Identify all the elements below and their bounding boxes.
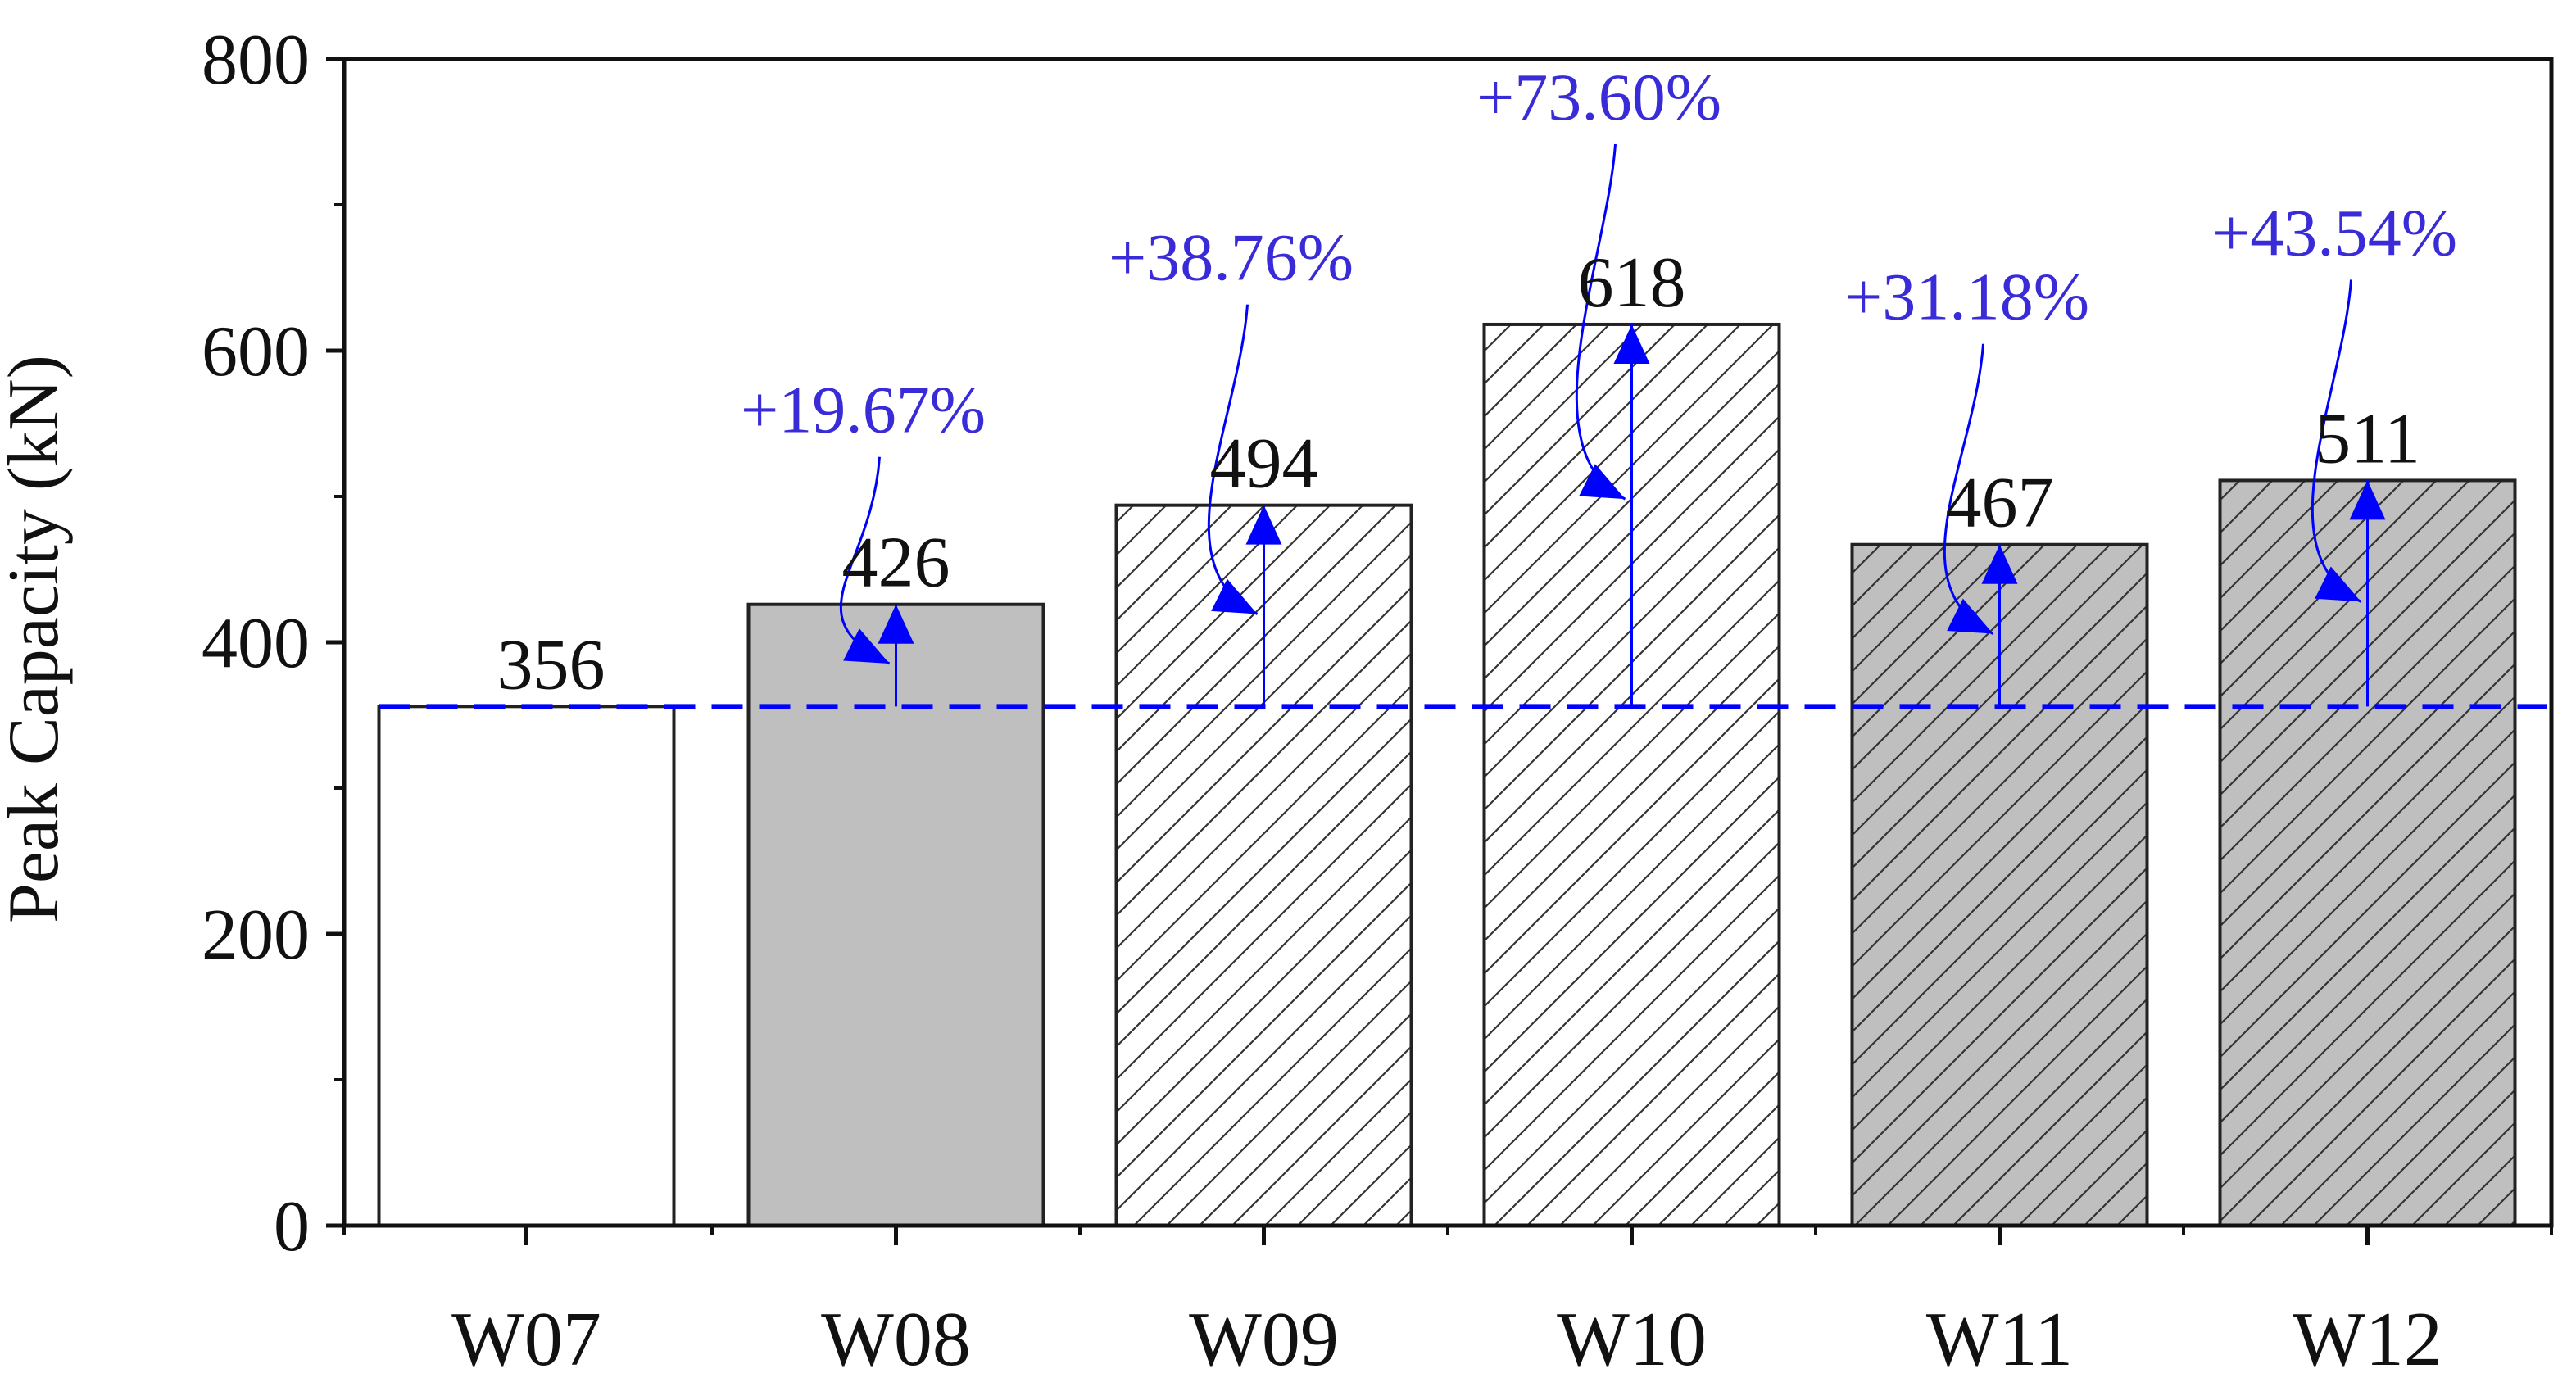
increase-label-w08: +19.67% — [741, 373, 986, 447]
increase-label-w09: +38.76% — [1109, 220, 1354, 295]
increase-arrows — [839, 143, 2386, 707]
bar-w08 — [748, 604, 1044, 1226]
y-tick-label: 600 — [202, 312, 310, 392]
x-tick-label-w10: W10 — [1557, 1297, 1707, 1382]
increase-pointer-head-w09 — [1211, 578, 1258, 614]
value-label-w12: 511 — [2315, 399, 2420, 478]
y-tick-label: 0 — [274, 1187, 310, 1267]
increase-label-w10: +73.60% — [1476, 60, 1721, 134]
y-axis-label: Peak Capacity (kN) — [0, 355, 74, 923]
increase-arrowhead-w12 — [2349, 480, 2386, 520]
increase-pointer-head-w11 — [1947, 598, 1993, 634]
increase-pointer-head-w08 — [843, 628, 890, 664]
increase-pointer-head-w12 — [2315, 566, 2361, 602]
increase-label-w11: +31.18% — [1844, 260, 2089, 334]
increase-pointer-head-w10 — [1579, 464, 1626, 500]
x-tick-label-w11: W11 — [1926, 1297, 2073, 1382]
value-label-w10: 618 — [1578, 243, 1686, 323]
value-labels: 356 426 494 618 467 511 — [497, 243, 2420, 705]
y-tick-label: 200 — [202, 895, 310, 975]
x-axis-ticks: W07 W08 W09 W10 W11 W12 — [342, 1226, 2553, 1382]
value-label-w08: 426 — [842, 524, 950, 603]
value-label-w07: 356 — [497, 625, 605, 705]
x-tick-label-w09: W09 — [1189, 1297, 1339, 1382]
x-tick-label-w07: W07 — [451, 1297, 601, 1382]
x-tick-label-w12: W12 — [2293, 1297, 2442, 1382]
y-tick-label: 400 — [202, 604, 310, 683]
bar-w07 — [379, 706, 674, 1226]
increase-label-w12: +43.54% — [2212, 195, 2457, 270]
y-axis-ticks: 0 200 400 600 800 — [202, 20, 344, 1267]
x-tick-label-w08: W08 — [821, 1297, 971, 1382]
increase-labels: +19.67% +38.76% +73.60% +31.18% +43.54% — [741, 60, 2457, 447]
y-tick-label: 800 — [202, 20, 310, 100]
value-label-w11: 467 — [1946, 464, 2054, 543]
value-label-w09: 494 — [1210, 424, 1318, 504]
bars-group — [377, 322, 2517, 1228]
increase-arrowhead-w09 — [1245, 505, 1282, 545]
increase-arrowhead-w11 — [1981, 544, 2018, 584]
increase-arrowhead-w10 — [1613, 324, 1650, 364]
increase-arrowhead-w08 — [878, 604, 914, 644]
